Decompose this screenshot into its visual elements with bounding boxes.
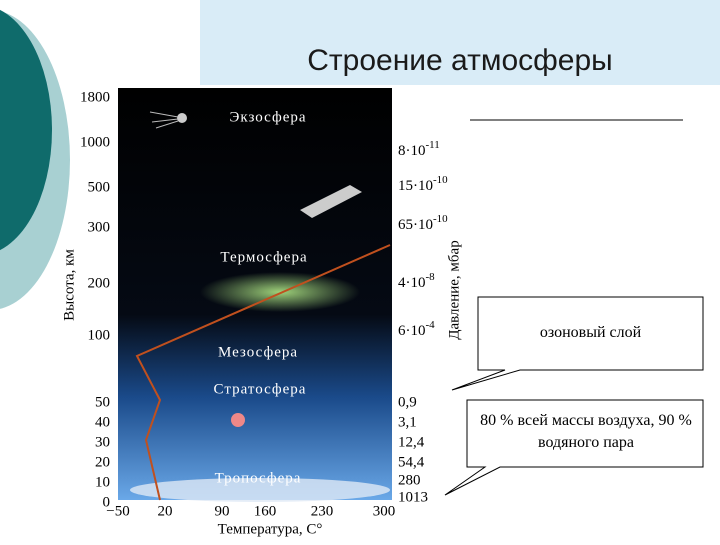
- clouds: [130, 478, 390, 502]
- pressure-tick: 1013: [398, 489, 428, 505]
- pressure-tick: 6·10-4: [398, 319, 435, 340]
- callout-text: озоновый слой: [539, 324, 642, 341]
- pressure-base: 4·10: [398, 275, 426, 291]
- height-tick: 50: [95, 394, 110, 410]
- pressure-exp: -10: [433, 174, 448, 186]
- height-tick: 1800: [80, 89, 110, 105]
- pressure-tick: 15·10-10: [398, 174, 448, 195]
- station: [300, 185, 362, 218]
- decor: [0, 9, 52, 251]
- callout-box: озоновый слой: [539, 324, 642, 341]
- temperature-curve: [135, 244, 391, 501]
- height-tick: 100: [88, 327, 111, 343]
- layer-label: Стратосфера: [214, 381, 307, 397]
- title-band: [200, 0, 720, 85]
- temperature-tick: −50: [106, 503, 129, 519]
- title: Строение атмосферы: [307, 44, 613, 77]
- pressure-base: 6·10: [398, 323, 426, 339]
- layer-label: Тропосфера: [215, 470, 302, 486]
- height-tick: 40: [95, 414, 110, 430]
- satellite: [177, 113, 187, 123]
- pressure-tick: 54,4: [398, 454, 425, 470]
- temperature-tick: 300: [373, 503, 396, 519]
- height-tick: 200: [88, 275, 111, 291]
- temperature-tick: 230: [311, 503, 334, 519]
- height-axis-title: Высота, км: [61, 249, 77, 321]
- pressure-exp: -11: [426, 139, 440, 151]
- pressure-tick: 8·10-11: [398, 139, 440, 160]
- height-tick: 10: [95, 474, 110, 490]
- height-tick: 500: [88, 179, 111, 195]
- pressure-axis-title: Давление, мбар: [446, 240, 462, 339]
- labels: 18001000500300200100504030201008·10-1115…: [80, 89, 448, 519]
- balloon: [231, 413, 245, 427]
- layer-label: Термосфера: [220, 249, 307, 265]
- satellite: [149, 111, 179, 129]
- callout: [451, 296, 704, 391]
- temperature-tick: 20: [158, 503, 173, 519]
- pressure-tick: 12,4: [398, 434, 425, 450]
- temperature-axis-title: Температура, С°: [218, 521, 323, 537]
- pressure-base: 8·10: [398, 143, 426, 159]
- aurora: [200, 272, 360, 312]
- temperature-tick: 160: [254, 503, 277, 519]
- layer-label: Мезосфера: [218, 344, 298, 360]
- height-tick: 30: [95, 434, 110, 450]
- pressure-tick: 3,1: [398, 414, 417, 430]
- callout-text: 80 % всей массы воздуха, 90 % водяного п…: [480, 412, 692, 451]
- pressure-tick: 65·10-10: [398, 213, 448, 234]
- pressure-tick: 4·10-8: [398, 271, 435, 292]
- pressure-exp: -4: [426, 319, 436, 331]
- callout: [444, 399, 704, 496]
- pressure-base: 65·10: [398, 217, 433, 233]
- height-tick: 300: [88, 219, 111, 235]
- pressure-exp: -8: [426, 271, 436, 283]
- height-tick: 1000: [80, 134, 110, 150]
- layer-label: Экзосфера: [229, 109, 306, 125]
- temperature-tick: 90: [215, 503, 230, 519]
- height-tick: 0: [103, 494, 111, 510]
- height-tick: 20: [95, 454, 110, 470]
- pressure-exp: -10: [433, 213, 448, 225]
- pressure-tick: 0,9: [398, 394, 417, 410]
- pressure-tick: 280: [398, 472, 421, 488]
- pressure-base: 15·10: [398, 178, 433, 194]
- callout-box: 80 % всей массы воздуха, 90 % водяного п…: [480, 412, 692, 451]
